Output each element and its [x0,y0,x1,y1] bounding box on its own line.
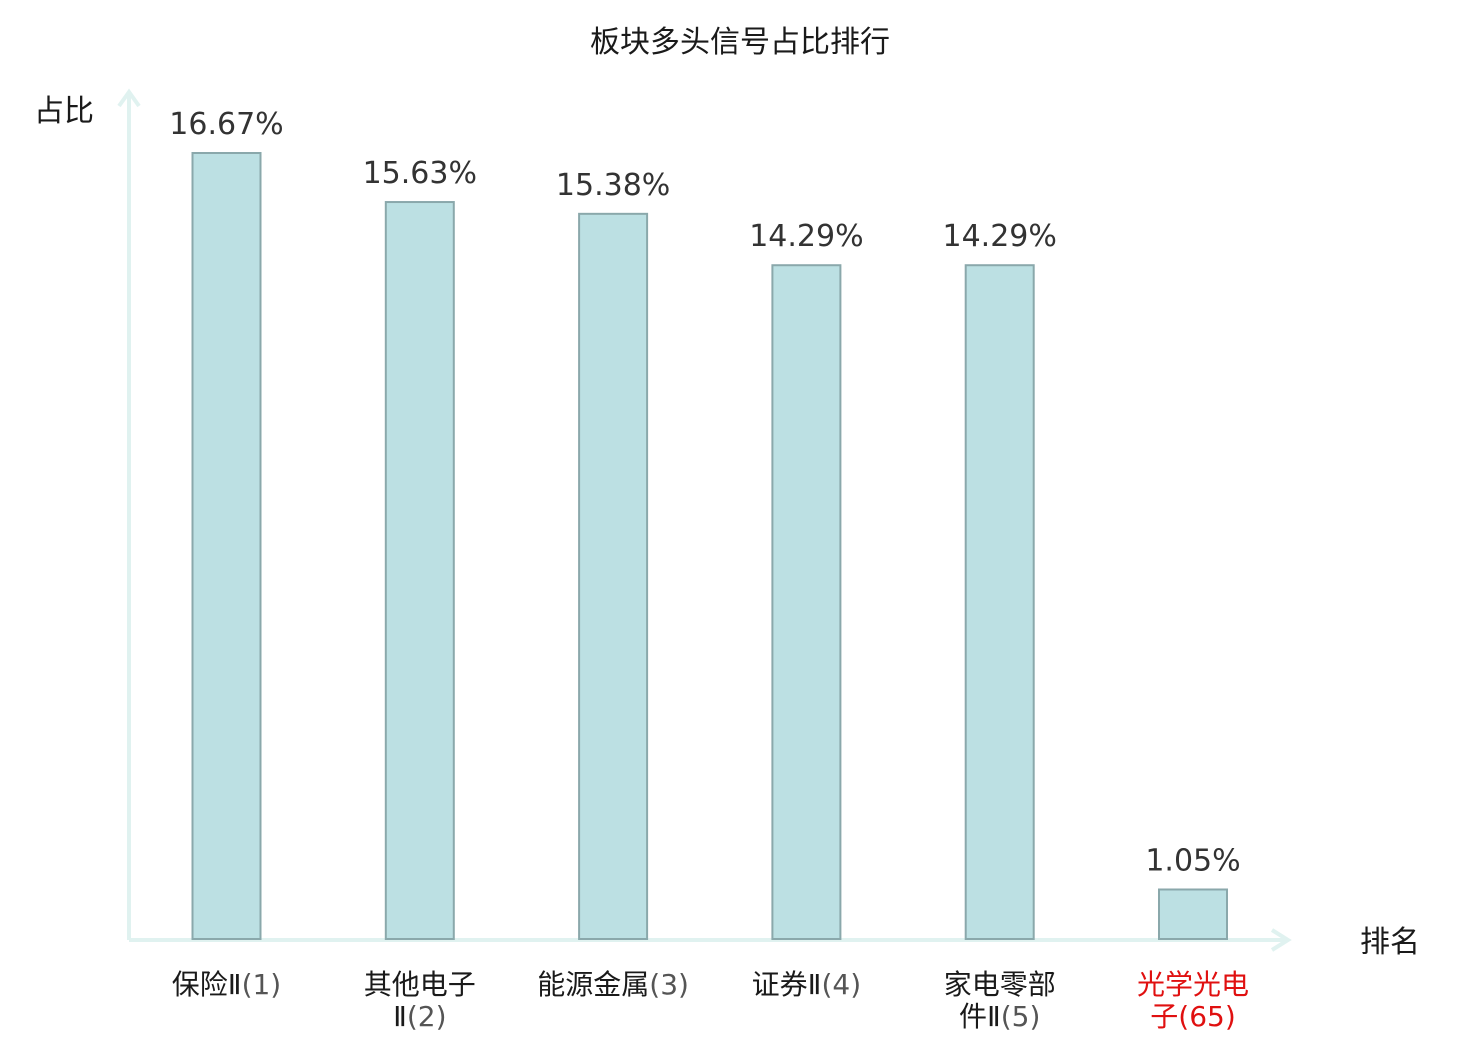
category-rank: (3) [649,968,689,1001]
y-axis-arrowhead [117,88,141,108]
bar [1158,888,1228,940]
x-axis-arrowhead [1270,928,1292,952]
category-label: 家电零部 [944,968,1056,1001]
category-rank: (65) [1178,1000,1235,1033]
bars-group [191,152,1228,941]
bar-value-label: 15.38% [556,168,670,203]
category-name: 其他电子 [364,968,476,1001]
category-label: 光学光电 [1137,968,1249,1001]
category-rank: (5) [1001,1000,1041,1033]
bar [384,201,455,940]
bar-value-label: 14.29% [749,219,863,254]
chart-title: 板块多头信号占比排行 [590,25,890,60]
bar [771,264,842,940]
bar-value-label: 16.67% [169,107,283,142]
category-name: 件Ⅱ [959,1000,1001,1033]
bar [578,212,649,941]
bar-value-label: 14.29% [943,219,1057,254]
category-name: 光学光电 [1137,968,1249,1001]
bar [191,152,262,940]
category-name: 能源金属 [537,968,649,1001]
category-label: 保险Ⅱ(1) [172,968,281,1001]
category-name: 家电零部 [944,968,1056,1001]
category-name: 证券Ⅱ [752,968,822,1001]
x-axis [129,928,1292,952]
y-axis [117,88,141,940]
category-label: Ⅱ(2) [393,1000,446,1033]
category-label: 能源金属(3) [537,968,689,1001]
category-rank: (4) [821,968,861,1001]
y-axis-label: 占比 [34,94,94,129]
x-axis-label: 排名 [1360,925,1420,960]
value-labels-group: 16.67% 15.63% 15.38% 14.29% 14.29% 1.05% [169,107,1240,878]
category-label: 证券Ⅱ(4) [752,968,861,1001]
category-name: Ⅱ [393,1000,407,1033]
category-rank: (2) [407,1000,447,1033]
bar [964,264,1035,940]
category-rank: (1) [242,968,282,1001]
category-label: 子(65) [1150,1000,1236,1033]
category-name: 子 [1150,1000,1178,1033]
bar-value-label: 1.05% [1145,843,1240,878]
category-label: 件Ⅱ(5) [959,1000,1040,1033]
bar-value-label: 15.63% [363,156,477,191]
category-label: 其他电子 [364,968,476,1001]
category-name: 保险Ⅱ [172,968,242,1001]
